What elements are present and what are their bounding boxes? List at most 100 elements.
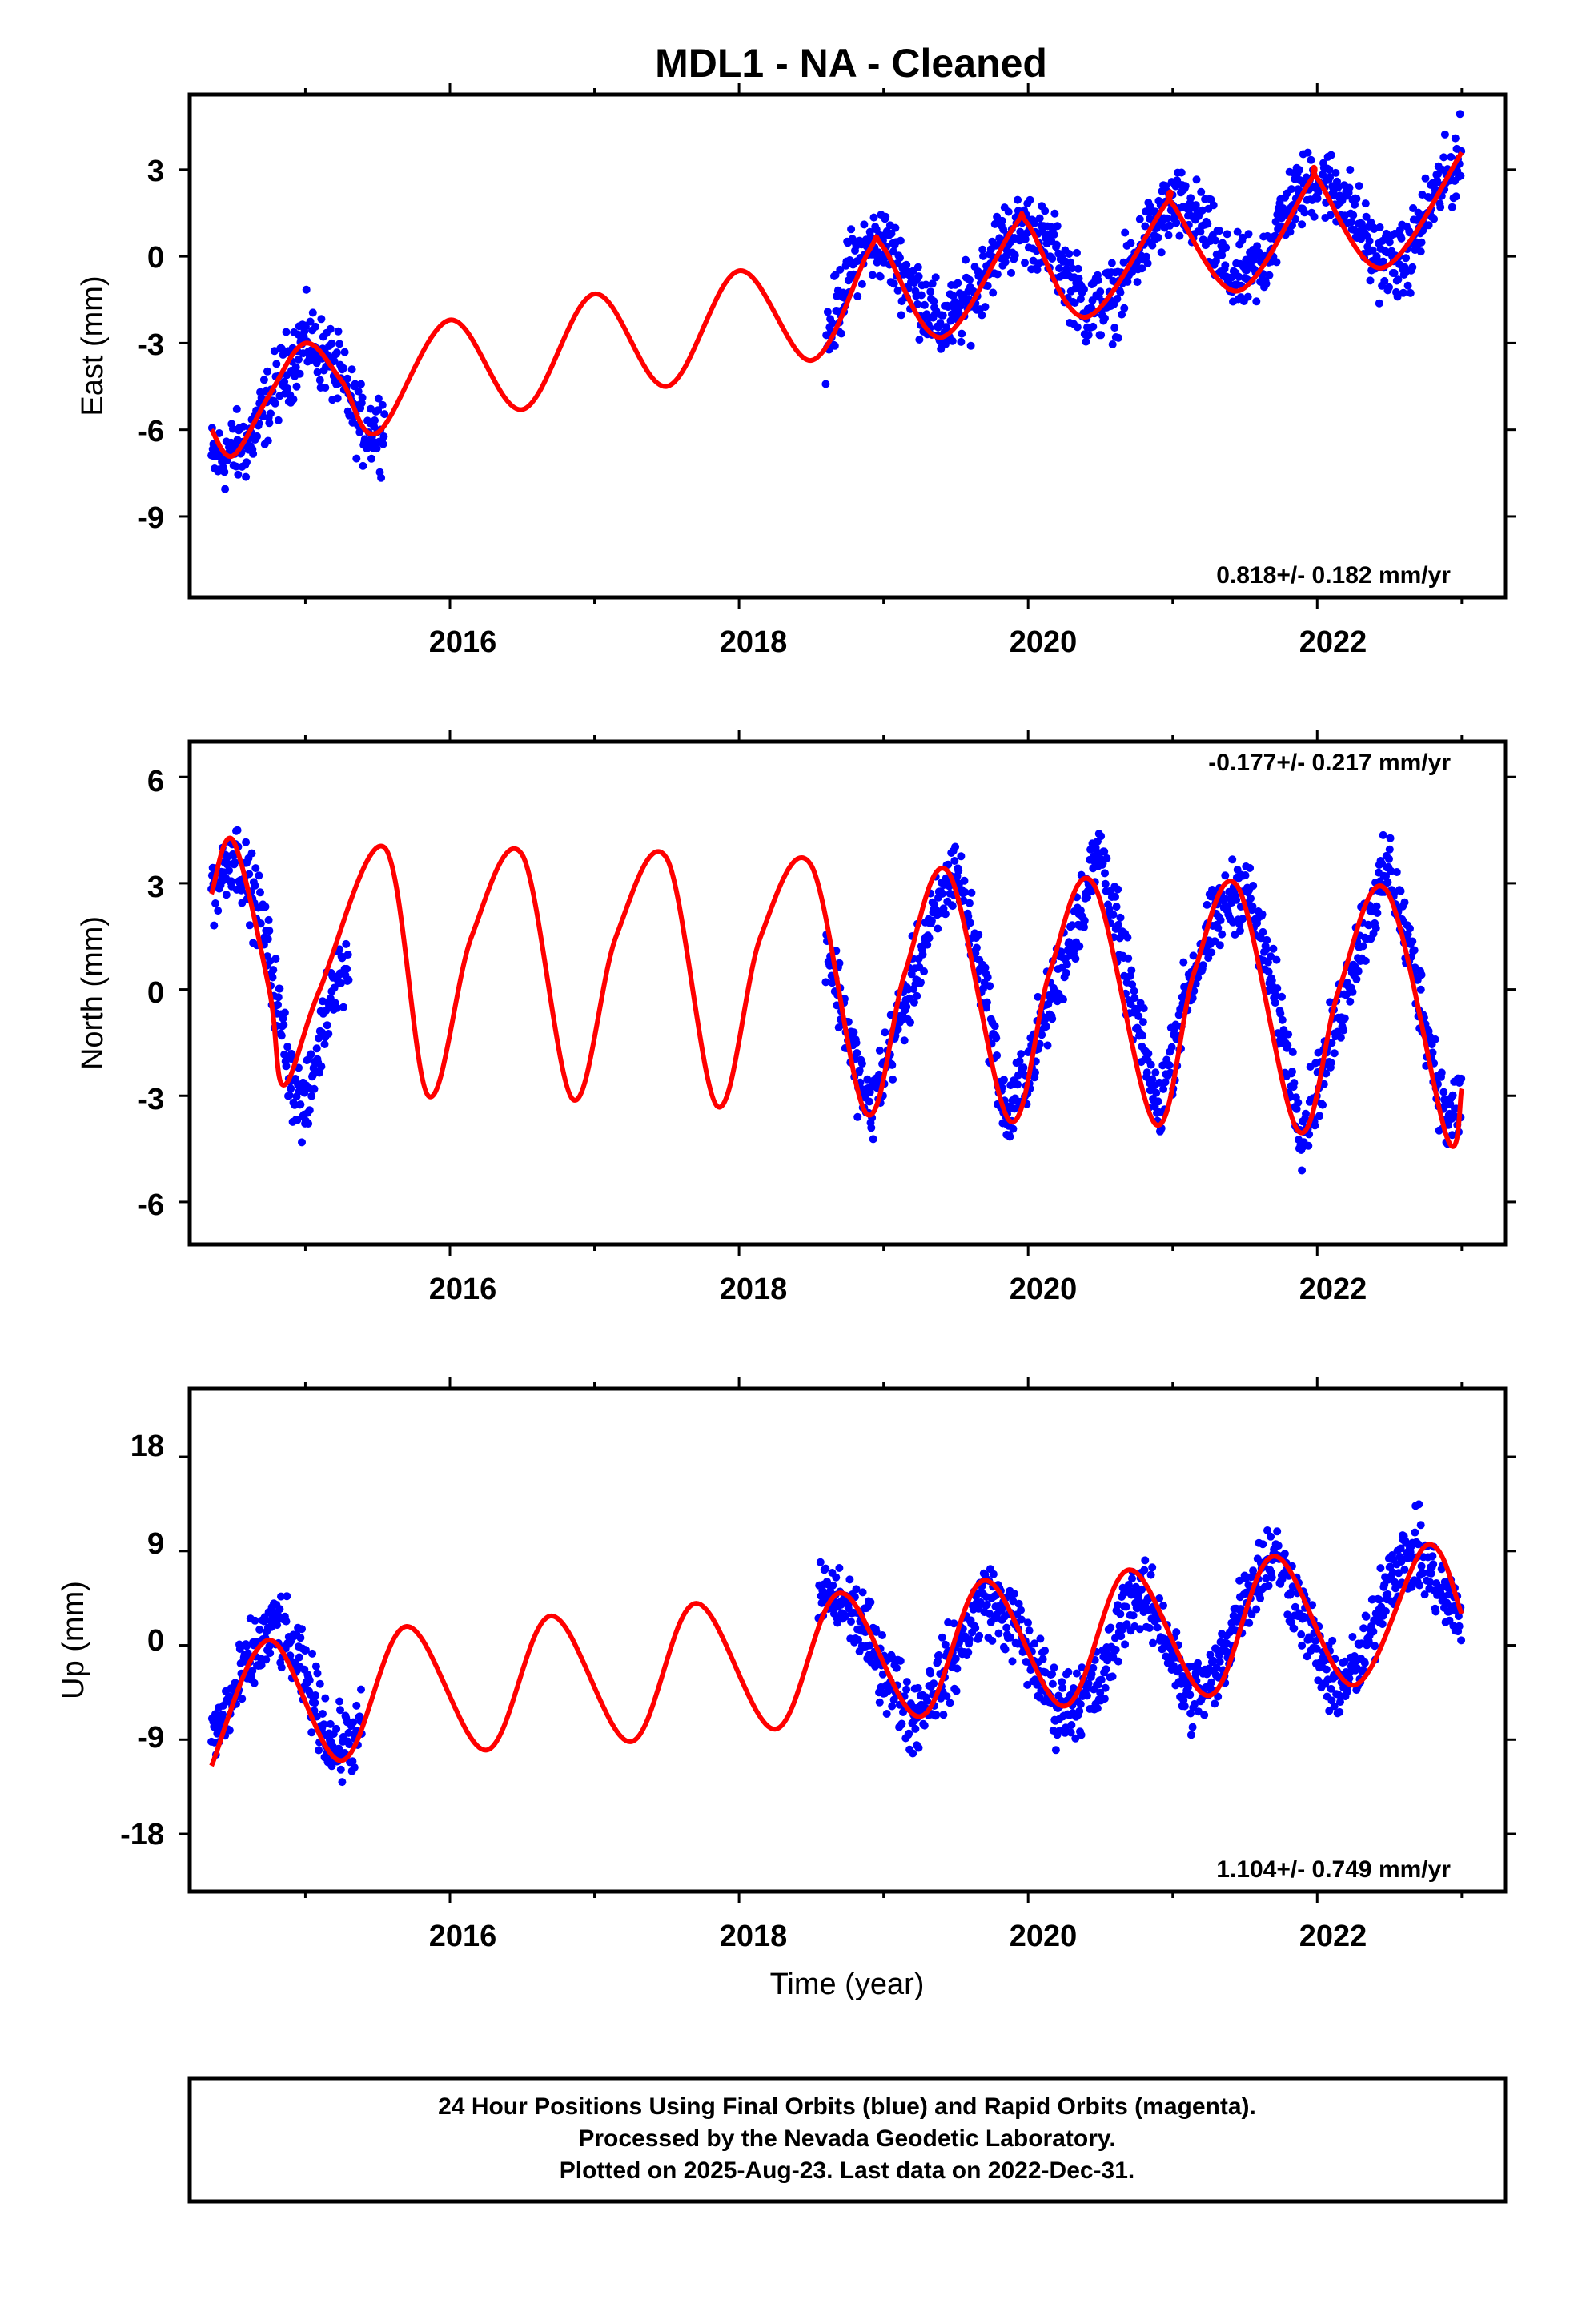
data-point	[964, 912, 973, 921]
data-point	[307, 1050, 315, 1059]
data-point	[1043, 1041, 1052, 1050]
data-point	[978, 311, 986, 320]
data-point	[1140, 1566, 1149, 1574]
data-point	[847, 225, 856, 234]
data-point	[1101, 1683, 1110, 1692]
y-tick-label: 18	[130, 1429, 164, 1463]
data-point	[262, 1655, 271, 1664]
data-point	[1177, 168, 1186, 177]
data-point	[875, 1698, 884, 1707]
data-point	[1073, 323, 1082, 332]
data-point	[966, 341, 975, 350]
data-point	[920, 967, 929, 975]
data-point	[1386, 834, 1395, 842]
data-point	[1379, 830, 1387, 839]
data-point	[313, 1669, 322, 1678]
data-point	[869, 1135, 877, 1144]
data-point	[235, 1645, 244, 1653]
data-point	[343, 951, 352, 959]
data-point	[906, 1018, 914, 1027]
data-point	[1330, 1702, 1339, 1711]
data-point	[1215, 941, 1224, 950]
data-point	[1416, 985, 1425, 994]
data-point	[954, 866, 963, 875]
data-point	[1146, 1570, 1155, 1579]
data-point	[250, 1679, 259, 1687]
data-point	[352, 454, 361, 463]
data-point	[865, 1088, 874, 1096]
data-point	[335, 1697, 344, 1706]
data-point	[253, 432, 261, 440]
data-point	[1375, 1595, 1383, 1604]
data-point	[1295, 166, 1303, 175]
data-point	[311, 1699, 319, 1707]
data-point	[1062, 969, 1070, 977]
data-point	[948, 902, 957, 911]
data-point	[333, 394, 342, 403]
data-point	[909, 1749, 917, 1758]
data-point	[298, 1138, 306, 1147]
data-point	[1186, 194, 1195, 203]
data-point	[1228, 855, 1237, 864]
data-point	[305, 1676, 314, 1684]
data-point	[1097, 331, 1106, 340]
data-point	[1456, 110, 1464, 119]
data-point	[836, 265, 845, 274]
data-point	[232, 462, 240, 471]
data-point	[1288, 221, 1296, 230]
data-point	[1236, 927, 1244, 935]
data-point	[1166, 221, 1174, 230]
data-point	[1114, 333, 1122, 342]
data-point	[1233, 227, 1242, 236]
data-point	[1365, 237, 1374, 245]
data-point	[1106, 1623, 1115, 1632]
data-point	[913, 1683, 922, 1692]
data-point	[1130, 994, 1139, 1003]
data-point	[1302, 1109, 1310, 1118]
data-point	[222, 891, 231, 899]
data-point	[1247, 894, 1255, 903]
data-point	[1298, 220, 1307, 229]
panel-north: North (mm) -0.177+/- 0.217 mm/yr 2016 20…	[76, 730, 1516, 1306]
data-point	[1017, 1050, 1026, 1059]
data-point	[274, 1000, 282, 1009]
data-point	[251, 1616, 259, 1625]
data-point	[1157, 248, 1166, 257]
data-point	[1393, 292, 1402, 301]
data-point	[1167, 1043, 1176, 1051]
panel-up: Up (mm) 1.104+/- 0.749 mm/yr 2016 2018 2…	[57, 1377, 1516, 1953]
data-point	[1109, 911, 1118, 919]
data-point	[1287, 185, 1296, 194]
data-point	[1436, 203, 1445, 211]
data-point	[349, 1718, 358, 1727]
data-point	[1089, 322, 1098, 331]
data-point	[245, 870, 254, 879]
data-point	[1096, 287, 1105, 296]
data-point	[1041, 207, 1050, 215]
data-point	[315, 376, 324, 384]
data-point	[1068, 921, 1077, 930]
data-point	[1100, 1695, 1109, 1703]
series-layer	[179, 730, 1516, 1256]
data-point	[357, 380, 365, 388]
data-point	[308, 308, 317, 317]
data-point	[1315, 1112, 1324, 1120]
data-point	[277, 1592, 285, 1601]
data-point	[1124, 1581, 1133, 1589]
data-point	[1055, 264, 1064, 273]
data-point	[872, 1627, 881, 1636]
data-point	[1283, 1041, 1292, 1050]
data-point	[1440, 130, 1449, 139]
y-tick-label: -3	[137, 1083, 164, 1116]
data-point	[1439, 1088, 1448, 1096]
data-point	[1362, 212, 1371, 221]
data-point	[308, 1649, 316, 1658]
data-point	[1322, 1069, 1331, 1078]
y-tick-labels: 3 0 -3 -6 -9	[137, 155, 164, 535]
data-point	[1121, 228, 1130, 237]
data-point	[853, 292, 862, 300]
data-point	[1349, 211, 1358, 219]
data-point	[336, 979, 345, 987]
data-point	[1149, 1638, 1157, 1647]
data-point	[1278, 992, 1286, 1001]
